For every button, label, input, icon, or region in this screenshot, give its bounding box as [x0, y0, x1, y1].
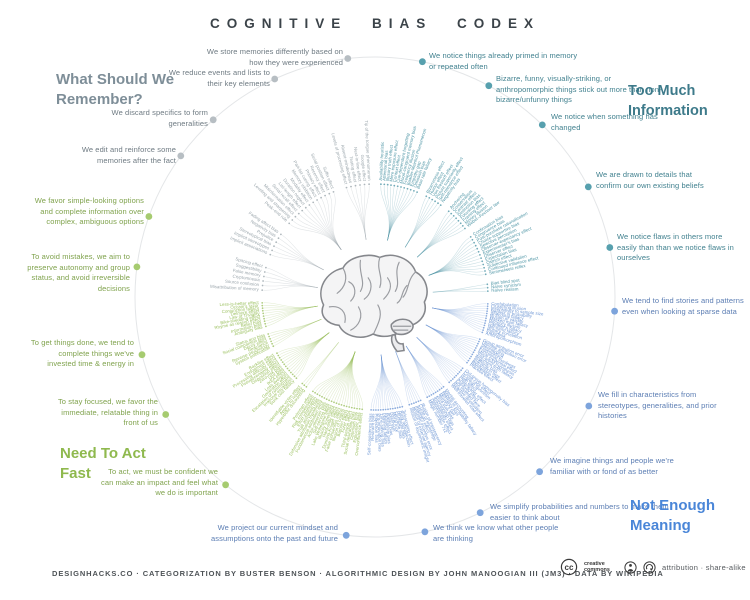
- bias-label: Naïve realism: [491, 286, 519, 293]
- branch-lines: [263, 185, 487, 409]
- callout-text: We favor simple-looking options and comp…: [34, 196, 144, 226]
- callout-text: To avoid mistakes, we aim to preserve au…: [27, 252, 130, 293]
- callout-dot: [606, 244, 614, 251]
- callout-dot: [222, 481, 230, 489]
- callout-dot: [145, 213, 153, 220]
- callout-text: To get things done, we tend to complete …: [30, 338, 134, 368]
- callout-text: We think we know what other people are t…: [433, 523, 559, 543]
- callout-dot: [536, 468, 543, 476]
- creative-commons-label: creative commons: [584, 560, 610, 573]
- callout-dot: [342, 531, 350, 539]
- callout-dot: [419, 58, 426, 66]
- callout-dot: [162, 411, 170, 418]
- callout-dots: [133, 55, 618, 539]
- callout-dot: [344, 55, 352, 62]
- callout-text: We store memories differently based on h…: [206, 47, 343, 67]
- callout-text: We discard specifics to form generalitie…: [111, 108, 208, 128]
- callout-dot: [421, 528, 429, 536]
- callout-text: We project our current mindset and assum…: [210, 523, 338, 543]
- callout-text: We are drawn to details that confirm our…: [596, 170, 704, 190]
- callout-text: We fill in characteristics from stereoty…: [598, 390, 717, 420]
- callout-text: We imagine things and people we're famil…: [550, 456, 674, 476]
- bias-dots: [261, 183, 489, 411]
- callout-ring: [134, 56, 616, 538]
- callout-dot: [584, 183, 592, 191]
- callout-dot: [138, 351, 146, 359]
- callout-dot: [177, 152, 185, 160]
- callout-text: We simplify probabilities and numbers to…: [490, 502, 669, 522]
- svg-text:cc: cc: [565, 563, 574, 572]
- license-block: cc creative commons attribution · share-…: [560, 558, 746, 576]
- footer-credits: DESIGNHACKS.CO · CATEGORIZATION BY BUSTE…: [52, 569, 664, 578]
- callout-text: We reduce events and lists to their key …: [168, 68, 270, 88]
- brain-illustration: [320, 254, 428, 353]
- callout-dot: [209, 116, 217, 124]
- callout-dot: [476, 509, 484, 517]
- callout-dot: [485, 82, 493, 90]
- callout-text: We tend to find stories and patterns eve…: [622, 296, 744, 316]
- quadrant-heading-what-should-we-remember: What Should We Remember?: [56, 71, 175, 109]
- callout-dot: [133, 263, 141, 271]
- callout-text: We notice flaws in others more easily th…: [617, 232, 734, 262]
- callout-dot: [538, 121, 546, 129]
- bias-label: Self-consistency bias: [366, 413, 373, 456]
- quadrant-heading-too-much-information: Too Much Information: [628, 83, 708, 119]
- attribution-icon: [624, 560, 637, 574]
- callout-dot: [271, 75, 279, 83]
- callout-text: We notice when something has changed: [551, 112, 658, 132]
- creative-commons-icon: cc: [560, 558, 578, 576]
- callout-dot: [611, 307, 618, 315]
- callout-text: To stay focused, we favor the immediate,…: [57, 397, 158, 427]
- callout-text: Bizarre, funny, visually-striking, or an…: [496, 74, 662, 104]
- page-title: COGNITIVE BIAS CODEX: [209, 16, 541, 31]
- callout-dot: [585, 402, 593, 410]
- callout-text: We edit and reinforce some memories afte…: [81, 145, 176, 165]
- license-text: attribution · share-alike: [662, 562, 746, 572]
- quadrant-heading-need-to-act-fast: Need To Act Fast: [60, 445, 146, 483]
- callout-text: To act, we must be confident we can make…: [100, 467, 218, 497]
- quadrant-heading-not-enough-meaning: Not Enough Meaning: [630, 497, 715, 535]
- callout-text: We notice things already primed in memor…: [429, 51, 578, 71]
- share-alike-icon: [643, 560, 656, 574]
